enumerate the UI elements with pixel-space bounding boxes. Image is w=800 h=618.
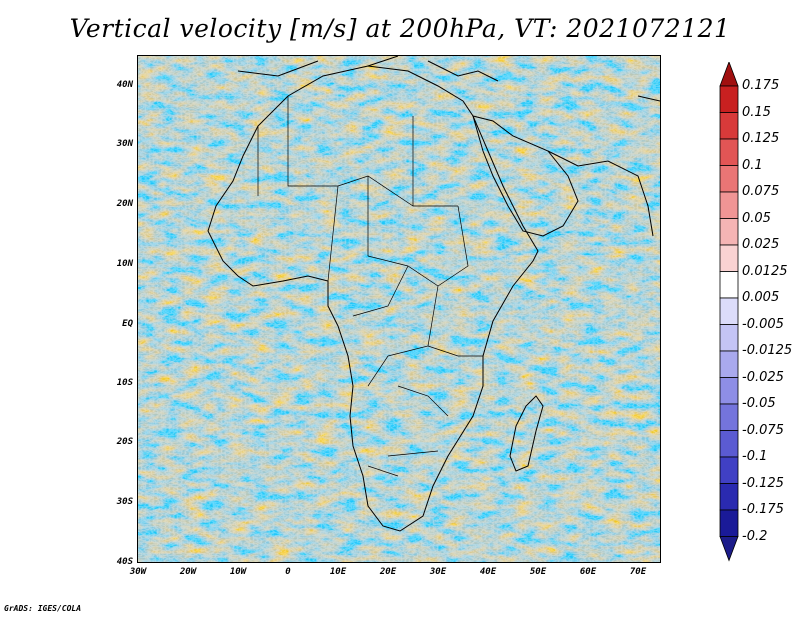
grads-credit: GrADS: IGES/COLA <box>4 604 82 613</box>
lon-label-20w: 20W <box>179 567 197 577</box>
colorbar-cell <box>719 509 739 537</box>
lon-label-60e: 60E <box>579 567 597 577</box>
colorbar-label: 0.125 <box>742 131 780 146</box>
colorbar-top-arrow <box>719 62 739 87</box>
country-borders <box>257 96 483 477</box>
colorbar-cell <box>719 483 739 511</box>
madagascar <box>509 395 544 472</box>
colorbar-cell <box>719 244 739 272</box>
colorbar-cell <box>719 191 739 219</box>
colorbar-cell <box>719 324 739 352</box>
velocity-map <box>137 55 661 563</box>
velocity-speckle <box>138 56 660 562</box>
asia-coast <box>547 95 660 237</box>
lon-label-0: 0 <box>285 567 291 577</box>
lat-label-30s: 30S <box>116 497 133 507</box>
colorbar-cell <box>719 85 739 113</box>
colorbar-label: -0.005 <box>742 316 784 332</box>
map-canvas <box>138 56 660 562</box>
colorbar-label: -0.2 <box>742 528 768 544</box>
lat-label-20n: 20N <box>116 199 133 209</box>
colorbar-cell <box>719 403 739 431</box>
lon-label-70e: 70E <box>629 567 647 577</box>
colorbar-label: 0.1 <box>742 157 763 173</box>
colorbar-label: 0.025 <box>742 237 780 252</box>
lon-label-30w: 30W <box>129 567 147 577</box>
colorbar-label: -0.0125 <box>742 343 793 358</box>
lat-label-10n: 10N <box>116 259 133 269</box>
colorbar-cell <box>719 430 739 458</box>
colorbar-cell <box>719 297 739 325</box>
lon-label-50e: 50E <box>529 567 547 577</box>
colorbar-label: 0.0125 <box>742 263 788 279</box>
colorbar-cell <box>719 350 739 378</box>
colorbar-cell <box>719 271 739 299</box>
colorbar-label: -0.175 <box>742 502 784 517</box>
colorbar-label: 0.15 <box>742 104 771 120</box>
lat-label-10s: 10S <box>116 378 133 388</box>
lon-label-10w: 10W <box>229 567 247 577</box>
colorbar-cell <box>719 218 739 246</box>
coastlines <box>207 56 660 532</box>
lon-label-30e: 30E <box>429 567 447 577</box>
arabia <box>472 115 579 237</box>
colorbar-label: 0.175 <box>742 78 780 93</box>
colorbar-label: -0.1 <box>742 449 768 464</box>
colorbar-label: 0.005 <box>742 290 780 305</box>
colorbar-label: 0.05 <box>742 210 771 226</box>
colorbar-label: 0.075 <box>742 184 780 199</box>
colorbar-cell <box>719 165 739 193</box>
colorbar-label: -0.075 <box>742 422 784 438</box>
africa-coastline <box>207 65 539 532</box>
lat-label-40n: 40N <box>116 80 133 90</box>
lon-label-10e: 10E <box>329 567 347 577</box>
colorbar-label: -0.025 <box>742 369 784 385</box>
lon-label-40e: 40E <box>479 567 497 577</box>
chart-title: Vertical velocity [m/s] at 200hPa, VT: 2… <box>69 14 731 43</box>
lon-label-20e: 20E <box>379 567 397 577</box>
lat-label-20s: 20S <box>116 437 133 447</box>
lat-label-40s: 40S <box>116 557 133 567</box>
colorbar <box>719 62 739 562</box>
colorbar-label: -0.125 <box>742 475 784 491</box>
colorbar-cell <box>719 138 739 166</box>
europe-coast <box>237 56 499 82</box>
colorbar-bottom-arrow <box>719 536 739 562</box>
lat-label-30n: 30N <box>116 139 133 149</box>
colorbar-cell <box>719 377 739 405</box>
colorbar-cell <box>719 112 739 140</box>
colorbar-cell <box>719 456 739 484</box>
colorbar-label: -0.05 <box>742 396 776 411</box>
lat-label-eq: EQ <box>122 319 133 329</box>
